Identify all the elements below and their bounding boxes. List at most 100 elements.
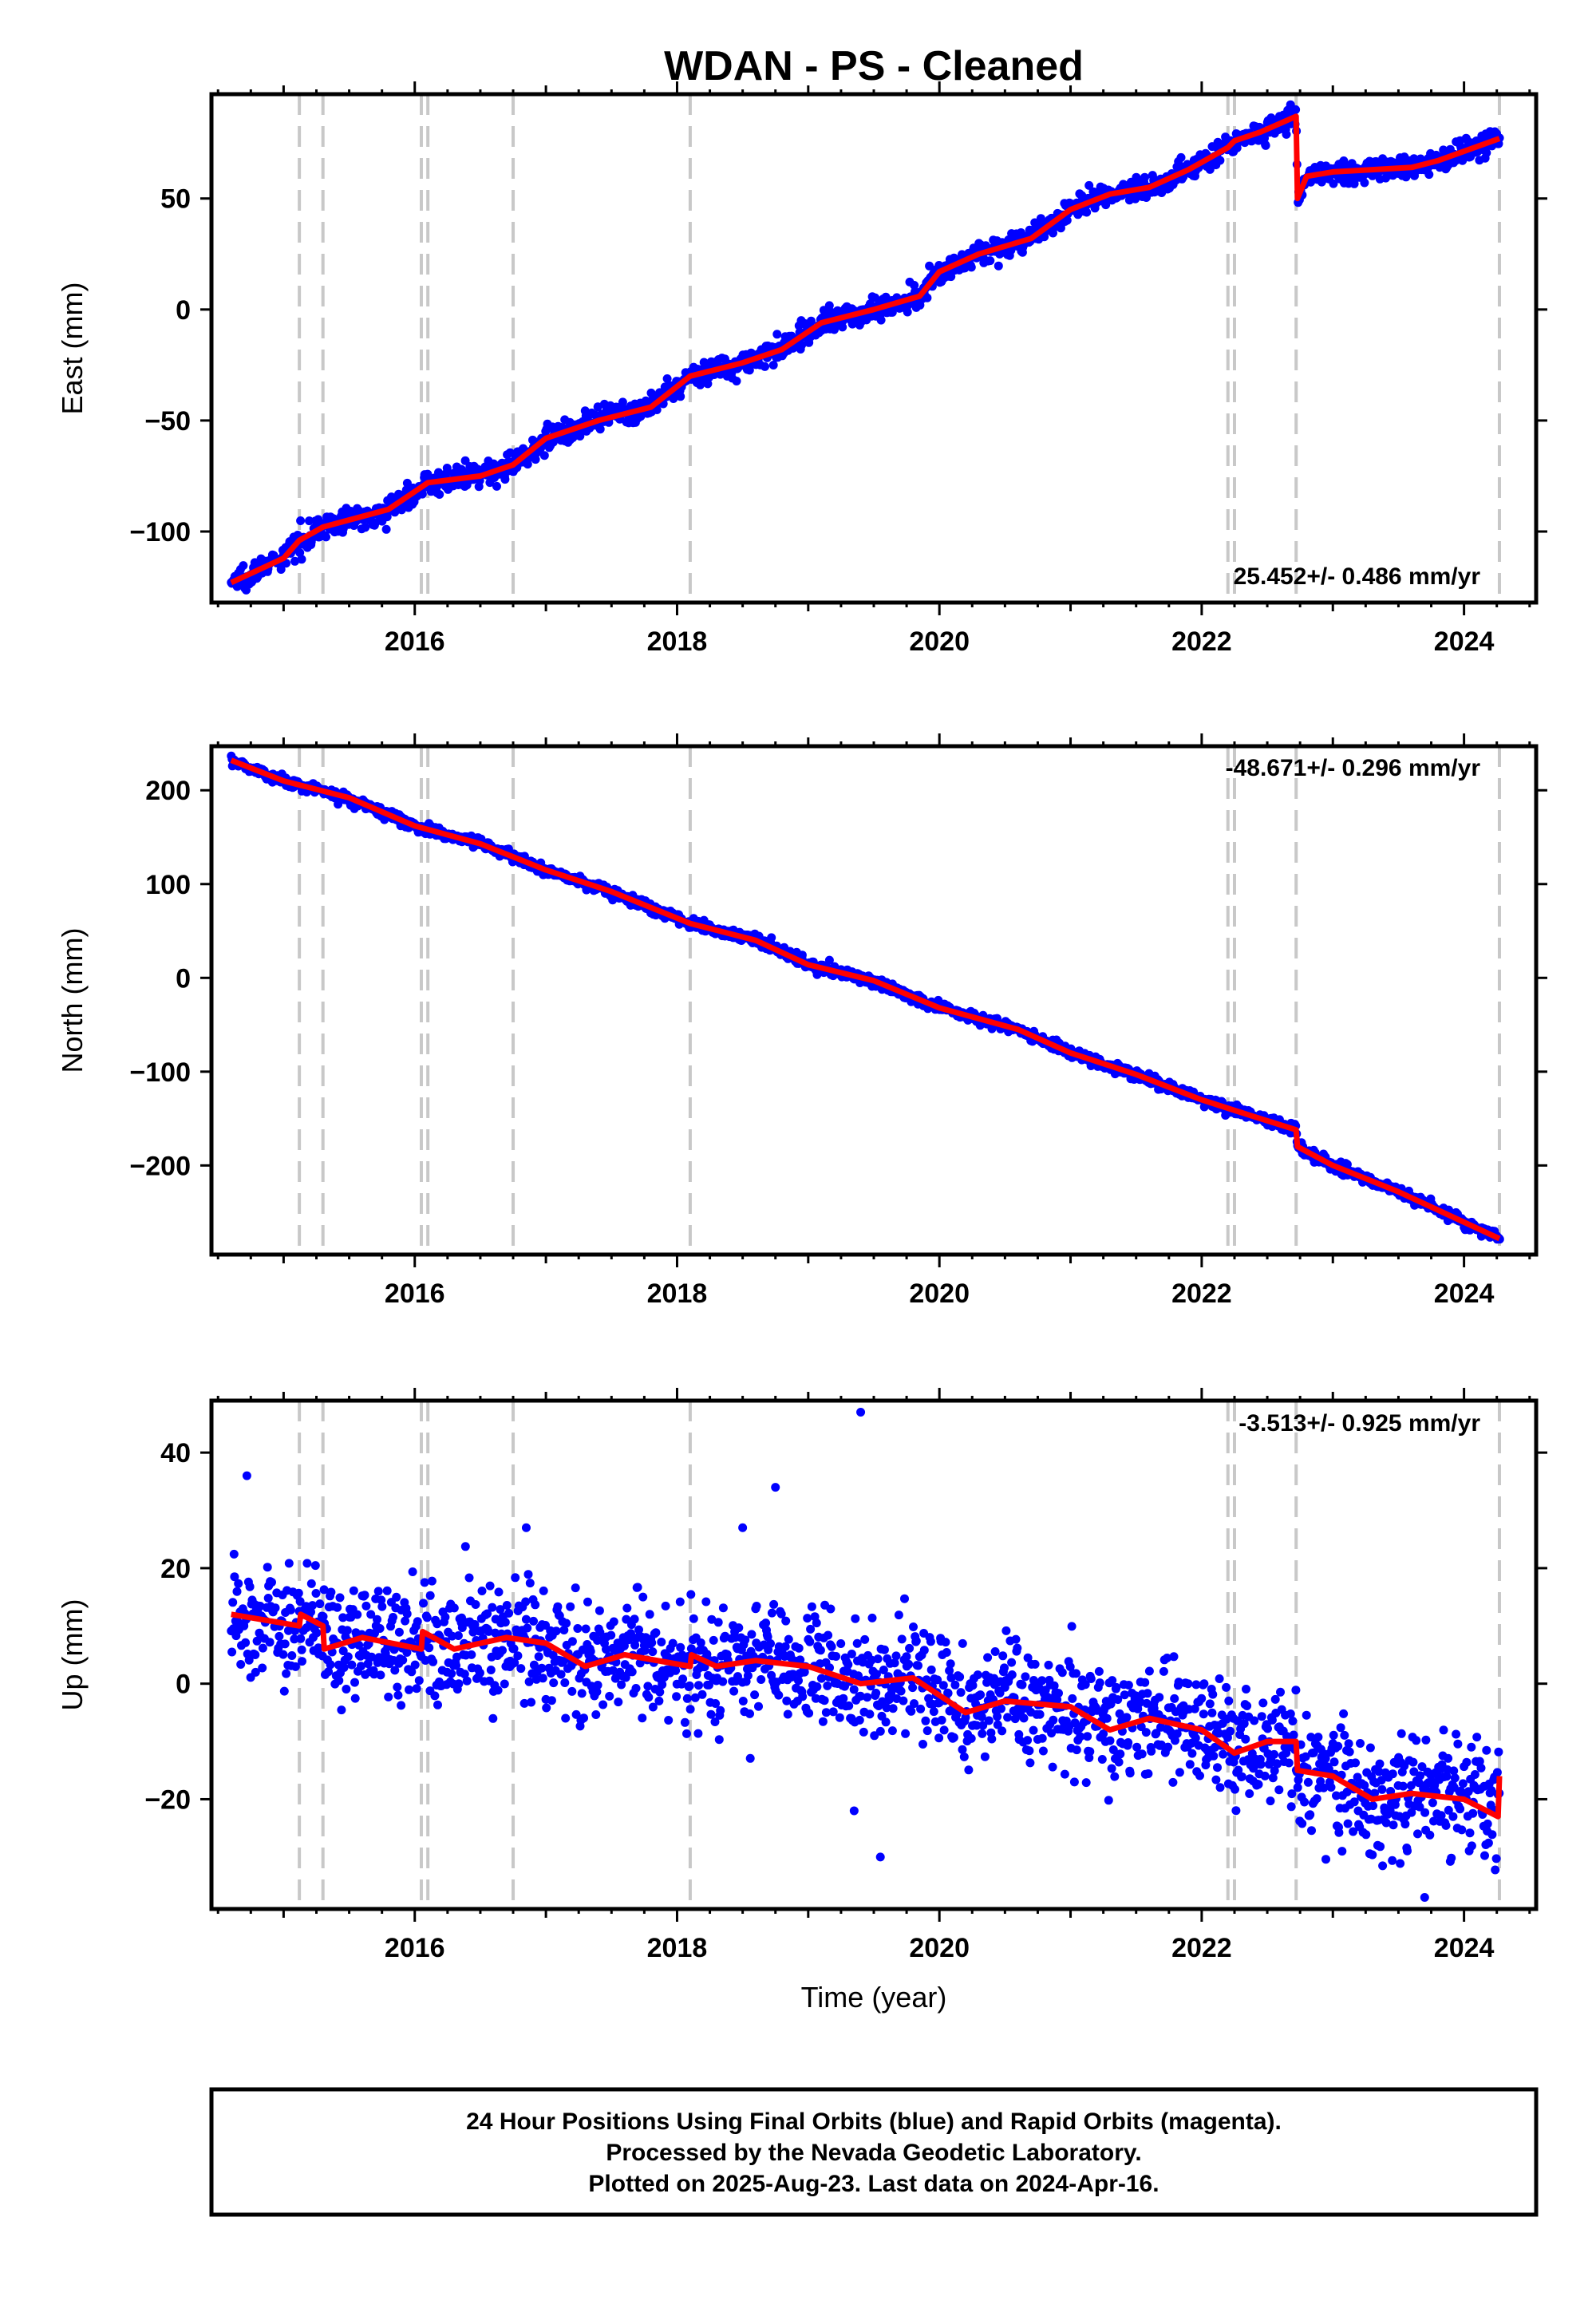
up-data-point bbox=[454, 1679, 464, 1689]
up-data-point bbox=[571, 1583, 580, 1593]
up-data-point bbox=[804, 1709, 814, 1718]
up-data-point bbox=[860, 1634, 870, 1644]
up-data-point bbox=[494, 1587, 504, 1597]
up-data-point bbox=[631, 1684, 641, 1693]
east-x-tick-label: 2024 bbox=[1434, 626, 1495, 657]
up-data-point bbox=[941, 1638, 950, 1647]
up-data-point bbox=[978, 1729, 987, 1738]
up-data-point bbox=[477, 1587, 487, 1595]
east-data-point bbox=[925, 261, 934, 271]
up-data-point bbox=[593, 1681, 602, 1690]
east-data-point bbox=[1282, 129, 1291, 139]
up-data-point bbox=[502, 1601, 512, 1610]
up-data-point bbox=[516, 1664, 526, 1674]
up-data-point bbox=[657, 1638, 666, 1646]
up-data-point bbox=[350, 1694, 360, 1703]
up-data-point bbox=[983, 1653, 993, 1662]
east-data-point bbox=[505, 448, 515, 457]
up-data-point bbox=[766, 1639, 775, 1648]
up-data-point bbox=[553, 1602, 563, 1611]
up-data-point bbox=[911, 1636, 921, 1646]
up-data-point bbox=[393, 1690, 403, 1700]
east-y-tick-label: 50 bbox=[160, 184, 191, 215]
up-data-point bbox=[500, 1618, 510, 1627]
up-data-point bbox=[384, 1692, 393, 1701]
up-data-point bbox=[425, 1643, 434, 1653]
up-data-point bbox=[349, 1586, 358, 1595]
east-data-point bbox=[618, 397, 627, 407]
up-data-point bbox=[228, 1598, 238, 1607]
up-data-point bbox=[398, 1655, 408, 1665]
up-data-point bbox=[1021, 1672, 1030, 1682]
up-data-point bbox=[1060, 1769, 1069, 1779]
east-data-point bbox=[910, 281, 919, 290]
up-data-point bbox=[539, 1586, 548, 1595]
up-data-point bbox=[1094, 1666, 1104, 1676]
up-data-point bbox=[648, 1647, 658, 1657]
up-data-point bbox=[335, 1593, 345, 1603]
up-data-point bbox=[1125, 1769, 1135, 1778]
east-data-point bbox=[1424, 170, 1434, 180]
up-data-point bbox=[738, 1697, 748, 1705]
up-data-point bbox=[486, 1666, 496, 1674]
up-data-point bbox=[897, 1634, 907, 1644]
up-data-point bbox=[1067, 1622, 1077, 1631]
up-data-point bbox=[547, 1696, 556, 1705]
up-data-point bbox=[430, 1691, 440, 1701]
up-data-point bbox=[1097, 1755, 1107, 1764]
up-data-point bbox=[973, 1670, 982, 1680]
up-data-point bbox=[826, 1604, 836, 1614]
up-data-point bbox=[638, 1713, 647, 1723]
up-data-point bbox=[1102, 1713, 1112, 1723]
up-data-point bbox=[958, 1638, 967, 1648]
up-data-point bbox=[655, 1687, 665, 1697]
up-data-point bbox=[654, 1696, 664, 1705]
up-data-point bbox=[245, 1582, 255, 1591]
up-data-point bbox=[816, 1646, 825, 1655]
up-data-point bbox=[847, 1650, 856, 1658]
east-data-point bbox=[903, 307, 912, 317]
figure-title: WDAN - PS - Cleaned bbox=[664, 43, 1084, 89]
up-data-point bbox=[812, 1618, 821, 1628]
up-data-point bbox=[333, 1603, 342, 1612]
up-data-point bbox=[393, 1682, 402, 1692]
up-data-point bbox=[521, 1597, 531, 1607]
up-data-point bbox=[926, 1665, 936, 1674]
up-data-point bbox=[302, 1559, 312, 1568]
up-data-point bbox=[311, 1589, 321, 1598]
up-data-point bbox=[427, 1576, 437, 1586]
up-data-point bbox=[267, 1578, 276, 1587]
east-data-point bbox=[1261, 140, 1270, 150]
up-data-point bbox=[350, 1678, 359, 1687]
east-data-point bbox=[1291, 105, 1301, 114]
up-data-point bbox=[879, 1645, 889, 1654]
up-data-point bbox=[812, 1682, 822, 1691]
east-data-point bbox=[772, 330, 782, 339]
up-data-point bbox=[229, 1549, 239, 1559]
up-data-point bbox=[647, 1638, 657, 1647]
up-data-point bbox=[750, 1690, 760, 1700]
up-data-point bbox=[806, 1624, 816, 1634]
up-data-point bbox=[425, 1591, 435, 1600]
up-data-point bbox=[1086, 1674, 1096, 1683]
east-data-point bbox=[887, 307, 897, 317]
east-data-point bbox=[1062, 215, 1072, 225]
up-data-point bbox=[353, 1610, 362, 1619]
up-data-point bbox=[718, 1677, 728, 1686]
up-data-point bbox=[419, 1599, 428, 1608]
up-data-point bbox=[551, 1626, 561, 1636]
up-data-point bbox=[824, 1630, 833, 1640]
east-data-point bbox=[1084, 180, 1094, 190]
up-data-point bbox=[1116, 1749, 1125, 1759]
east-data-point bbox=[824, 301, 834, 310]
up-data-point bbox=[918, 1740, 927, 1749]
up-data-point bbox=[1007, 1658, 1017, 1667]
up-data-point bbox=[538, 1674, 547, 1683]
up-data-point bbox=[282, 1669, 291, 1678]
up-data-point bbox=[675, 1597, 685, 1607]
up-data-point bbox=[676, 1642, 685, 1652]
up-data-point bbox=[1017, 1680, 1027, 1690]
up-data-point bbox=[453, 1631, 463, 1640]
up-data-point bbox=[586, 1646, 595, 1656]
